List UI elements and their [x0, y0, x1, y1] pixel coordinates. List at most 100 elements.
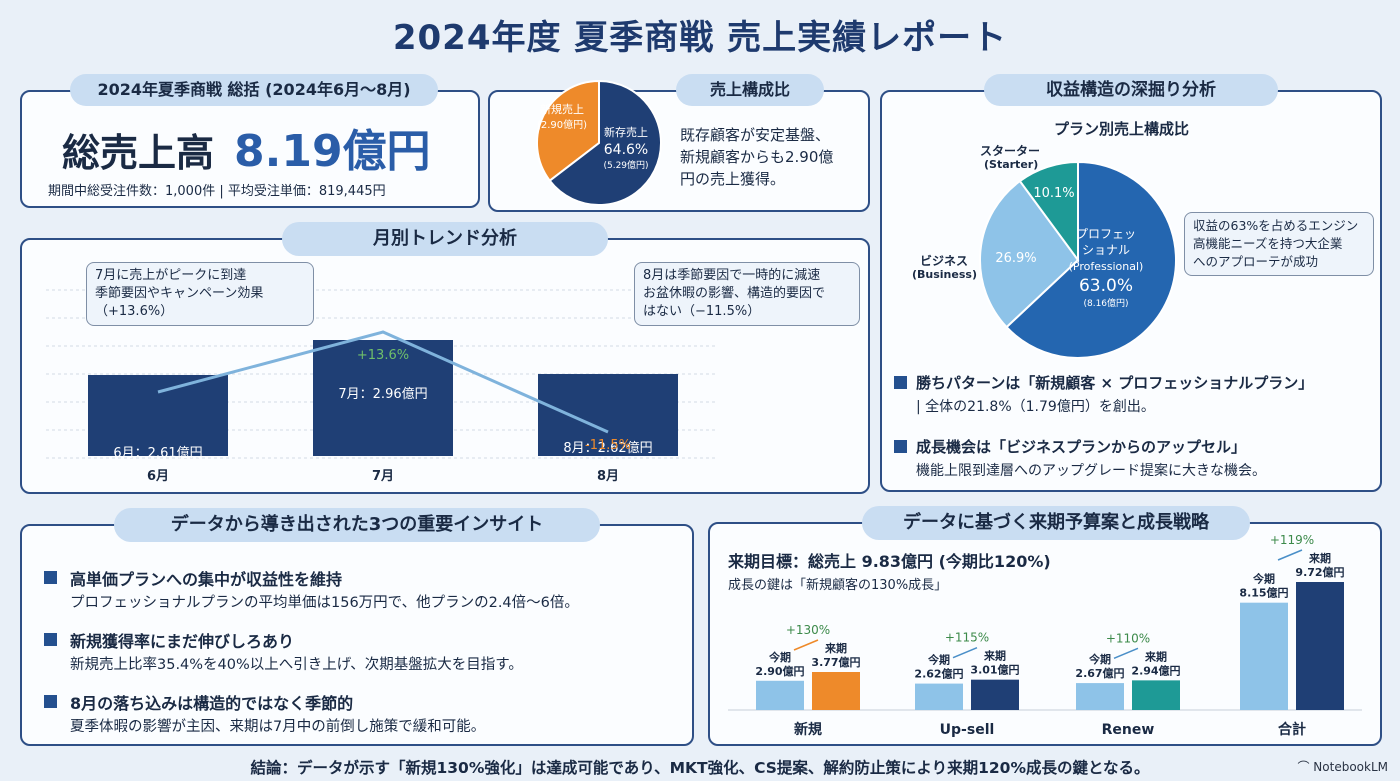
strategy-category: Renew — [1102, 722, 1155, 738]
summary-pill: 2024年夏季商戦 総括 (2024年6月～8月) — [70, 74, 438, 106]
current-value: 2.67億円 — [1075, 666, 1124, 680]
callout-july-line2: 季節要因やキャンペーン効果 — [95, 286, 264, 301]
pro-label-en: (Professional) — [1069, 260, 1144, 273]
structure-bullet1-body: | 全体の21.8%（1.79億円）を創出。 — [916, 399, 1155, 415]
insight-square-2 — [44, 633, 57, 646]
callout-august-line1: 8月は季節要因で一時的に減速 — [643, 268, 821, 283]
trend-pill: 月別トレンド分析 — [282, 222, 608, 256]
current-label: 今期 — [768, 650, 791, 664]
next-label: 来期 — [824, 641, 847, 655]
pro-label-2: ショナル — [1082, 243, 1130, 257]
pro-callout-3: へのアプローテが成功 — [1193, 254, 1319, 269]
callout-july-line3: （+13.6%） — [95, 304, 174, 319]
structure-pill: 収益構造の深掘り分析 — [984, 74, 1278, 106]
strategy-pill: データに基づく来期予算案と成長戦略 — [862, 506, 1250, 540]
pie-sub-new: (2.90億円) — [537, 118, 587, 131]
pro-sub: (8.16億円) — [1083, 297, 1128, 309]
notebooklm-text: NotebookLM — [1313, 760, 1388, 774]
insight-square-3 — [44, 695, 57, 708]
strategy-sub: 成長の鍵は「新規顧客の130%成長」 — [728, 578, 948, 593]
insights-panel — [20, 524, 694, 746]
strategy-bar-next — [812, 672, 860, 710]
trend-x-tick: 6月 — [147, 469, 169, 484]
insight-2-body: 新規売上比率35.4%を40%以上へ引き上げ、次期基盤拡大を目指す。 — [70, 657, 523, 673]
trend-line — [157, 330, 609, 434]
bullet-square-1 — [894, 376, 907, 389]
insight-1-head: 高単価プランへの集中が収益性を維持 — [70, 570, 343, 589]
page-title: 2024年度 夏季商戦 売上実績レポート — [392, 18, 1008, 58]
trend-bar — [313, 340, 453, 456]
starter-label: スターター — [980, 144, 1041, 158]
business-pct: 26.9% — [995, 251, 1036, 266]
callout-august-line2: お盆休暇の影響、構造的要因で — [643, 286, 826, 301]
next-label: 来期 — [983, 649, 1006, 663]
structure-bullet2-head: 成長機会は「ビジネスプランからのアップセル」 — [916, 438, 1247, 456]
growth-label: +130% — [786, 623, 830, 637]
current-label: 今期 — [1252, 572, 1275, 586]
pie-pct-existing: 64.6% — [604, 142, 648, 158]
conclusion: 結論：データが示す「新規130%強化」は達成可能であり、MKT強化、CS提案、解… — [250, 759, 1150, 777]
composition-desc-3: 円の売上獲得。 — [680, 170, 786, 188]
next-value: 3.77億円 — [811, 655, 860, 669]
composition-pill: 売上構成比 — [676, 74, 824, 106]
trend-change-down: -11.5% — [585, 438, 631, 453]
summary-subline: 期間中総受注件数：1,000件 | 平均受注単価：819,445円 — [48, 184, 386, 199]
insight-square-1 — [44, 571, 57, 584]
insight-2-head: 新規獲得率にまだ伸びしろあり — [70, 632, 295, 651]
pie-slice-existing — [548, 79, 662, 206]
notebooklm-watermark: ⌒ NotebookLM — [1297, 758, 1388, 775]
strategy-bar-current — [1076, 683, 1124, 710]
strategy-bar-current — [1240, 602, 1288, 710]
pie-label-new: 新規売上 — [540, 102, 584, 116]
pie-slice-starter — [1018, 160, 1079, 264]
pie-slice-business — [979, 179, 1080, 329]
current-value: 2.90億円 — [755, 664, 804, 678]
trend-x-tick: 8月 — [597, 469, 619, 484]
trend-bar — [538, 374, 678, 456]
current-label: 今期 — [1088, 652, 1111, 666]
composition-desc-1: 既存顧客が安定基盤、 — [680, 126, 831, 144]
growth-label: +110% — [1106, 631, 1150, 645]
pro-label-1: プロフェッ — [1076, 227, 1136, 241]
strategy-category: 合計 — [1278, 721, 1306, 738]
growth-arrow — [1277, 549, 1303, 561]
trend-bar-label: 6月：2.61億円 — [113, 445, 202, 461]
composition-pie: 新規売上 (2.90億円) 新存売上 64.6% (5.29億円) — [536, 79, 662, 206]
business-label-en: (Business) — [912, 268, 977, 281]
current-value: 8.15億円 — [1239, 586, 1288, 600]
current-label: 今期 — [927, 653, 950, 667]
pro-callout-1: 収益の63%を占めるエンジン — [1193, 218, 1359, 233]
starter-label-en: (Starter) — [984, 158, 1039, 171]
callout-august: 8月は季節要因で一時的に減速 お盆休暇の影響、構造的要因で はない（−11.5%… — [634, 262, 860, 326]
trend-chart: 6月：2.61億円 6月 7月：2.96億円 7月 8月：2.62億円 8月 +13.6% -… — [46, 289, 716, 484]
strategy-category: 新規 — [794, 721, 822, 738]
pro-callout: 収益の63%を占めるエンジン 高機能ニーズを持つ大企業 へのアプローテが成功 — [1184, 212, 1374, 276]
pie-sub-existing: (5.29億円) — [603, 159, 648, 171]
insight-3-body: 夏季体暇の影響が主因、来期は7月中の前倒し施策で緩和可能。 — [70, 719, 486, 735]
pie-label-existing: 新存売上 — [604, 125, 648, 139]
strategy-category: Up-sell — [940, 722, 995, 738]
structure-bullet1-head: 勝ちパターンは「新規顧客 × プロフェッショナルプラン」 — [916, 374, 1314, 392]
growth-arrow — [1113, 647, 1139, 660]
trend-bar-label: 8月：2.62億円 — [563, 440, 652, 456]
trend-bar-label: 7月：2.96億円 — [338, 386, 427, 402]
next-value: 2.94億円 — [1131, 663, 1180, 677]
insight-1-body: プロフェッショナルプランの平均単価は156万円で、他プランの2.4倍～6倍。 — [70, 595, 579, 611]
plan-chart-title: プラン別売上構成比 — [1054, 120, 1190, 138]
strategy-bar-next — [1296, 582, 1344, 710]
composition-desc-2: 新規顧客からも2.90億 — [680, 148, 834, 166]
strategy-bar-next — [971, 679, 1019, 710]
next-label: 来期 — [1144, 649, 1167, 663]
pro-callout-2: 高機能ニーズを持つ大企業 — [1193, 236, 1343, 251]
starter-pct: 10.1% — [1033, 186, 1074, 201]
callout-august-line3: はない（−11.5%） — [643, 304, 761, 319]
business-label: ビジネス — [920, 254, 969, 268]
next-label: 来期 — [1308, 551, 1331, 565]
next-value: 3.01億円 — [970, 663, 1019, 677]
insight-3-head: 8月の落ち込みは構造的ではなく季節的 — [70, 694, 354, 713]
growth-arrow — [793, 639, 819, 651]
pro-pct: 63.0% — [1079, 276, 1133, 296]
pie-slice-new — [536, 79, 600, 183]
strategy-bar-current — [915, 683, 963, 710]
total-sales-label: 総売上高 — [62, 131, 215, 175]
